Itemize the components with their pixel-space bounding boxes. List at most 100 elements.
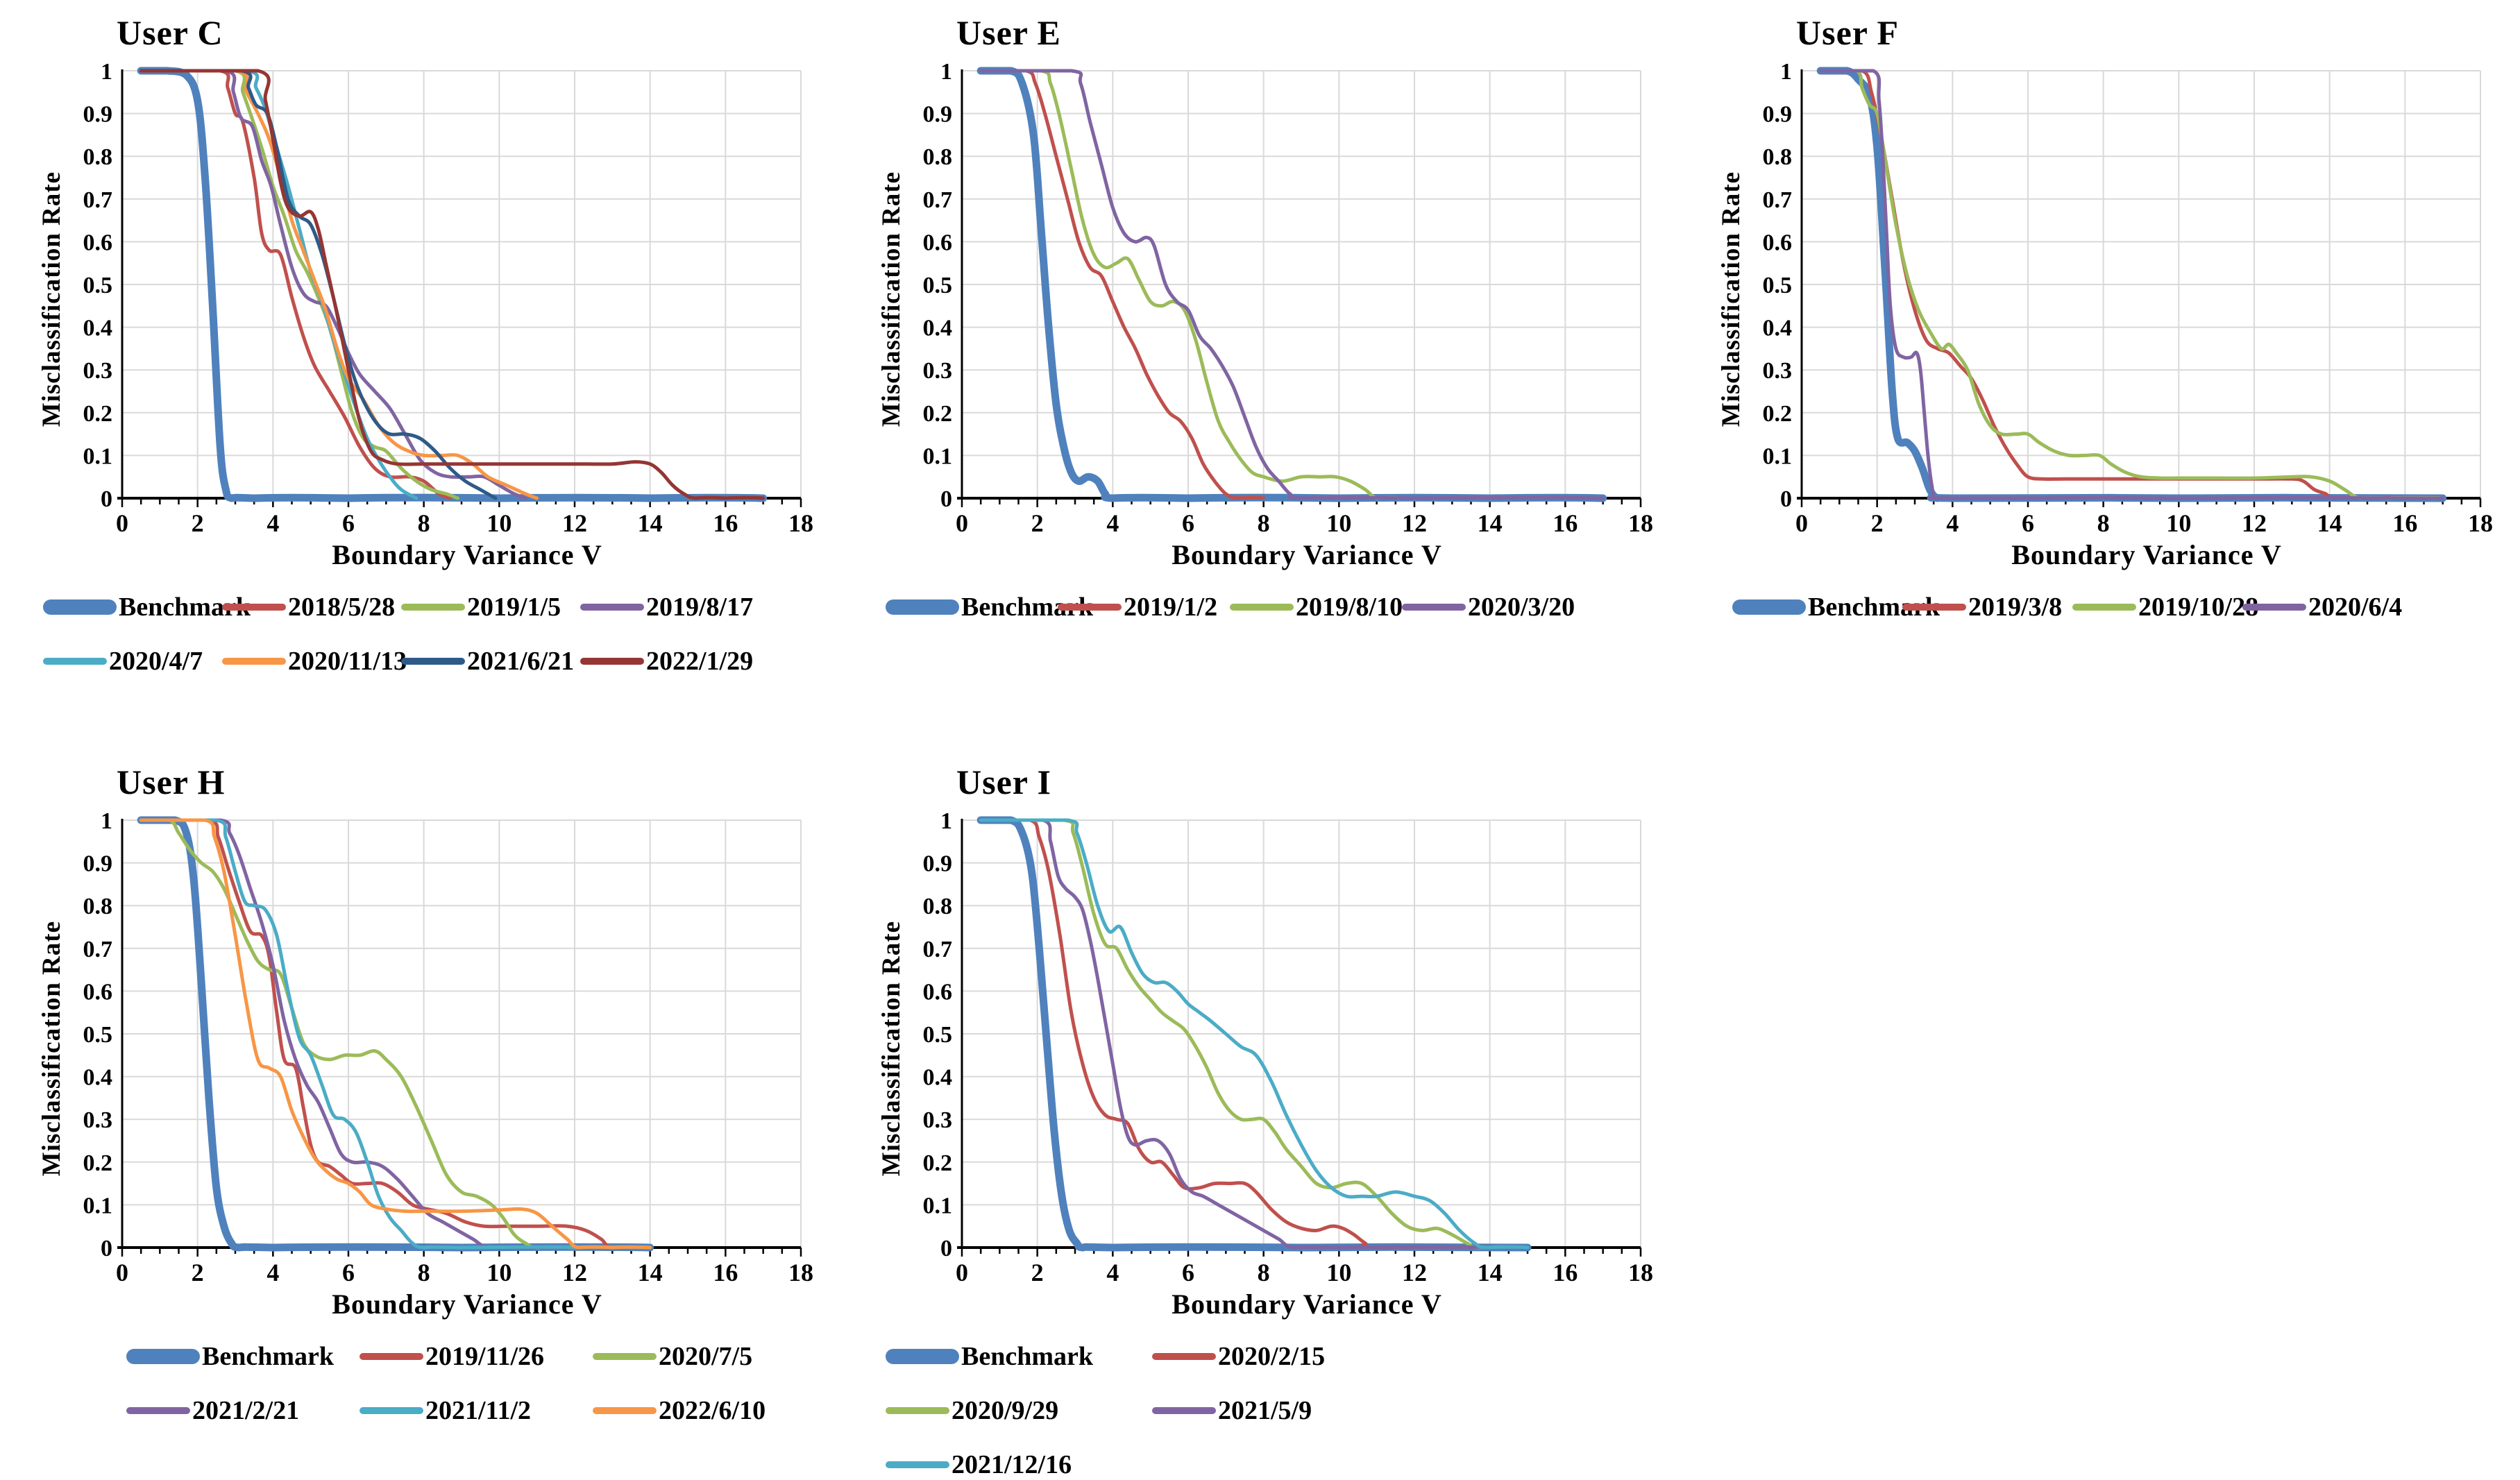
- tick-label: 6: [342, 509, 355, 537]
- legend-swatch-Benchmark: [1732, 599, 1806, 615]
- tick-label: 16: [713, 509, 738, 537]
- tick-label: 18: [788, 1259, 813, 1286]
- tick-label: 0.3: [923, 358, 953, 384]
- legend: Benchmark 2019/11/26 2020/7/5 2021/2/21 2021…: [35, 1341, 840, 1426]
- tick-label: 10: [487, 1259, 511, 1286]
- plot-row: Misclassification Rate 0 0.1 0.2 0.3 0.4 0.5 0…: [1714, 60, 2520, 538]
- tick-label: 12: [562, 1259, 587, 1286]
- x-axis-title: Boundary Variance V: [1172, 539, 1442, 570]
- legend-label: 2018/5/28: [288, 593, 396, 622]
- legend-item: 2019/1/5: [401, 592, 580, 622]
- series-line-2022/1/29: [139, 69, 766, 500]
- series-line-2020/6/4: [1818, 69, 2445, 500]
- legend-label: 2019/8/17: [646, 593, 754, 622]
- y-axis-title: Misclassification Rate: [877, 171, 906, 427]
- tick-label: 1: [1780, 60, 1792, 85]
- tick-label: 10: [1326, 509, 1351, 537]
- tick-label: 6: [2022, 509, 2034, 537]
- legend-label: 2022/6/10: [659, 1396, 766, 1425]
- tick-label: 0: [940, 486, 952, 512]
- legend-item: Benchmark: [1732, 592, 1940, 622]
- tick-label: 18: [1628, 1259, 1653, 1286]
- tick-label: 0.7: [83, 937, 113, 962]
- tick-label: 0.8: [83, 144, 113, 170]
- legend-label: 2021/12/16: [952, 1450, 1072, 1479]
- legend-item: 2022/6/10: [593, 1395, 826, 1426]
- legend-swatch-2019/8/17: [580, 604, 644, 611]
- plot-row: Misclassification Rate 0 0.1 0.2 0.3 0.4 0.5 0…: [35, 60, 840, 538]
- series-line-Benchmark: [137, 67, 768, 502]
- tick-label: 10: [1326, 1259, 1351, 1286]
- tick-label: 16: [1553, 509, 1578, 537]
- tick-label: 0.1: [83, 1193, 113, 1218]
- legend-item: 2020/11/13: [222, 646, 407, 677]
- legend-swatch-2020/4/7: [43, 658, 107, 665]
- tick-label: 8: [1258, 509, 1270, 537]
- tick-label: 0.3: [83, 1107, 113, 1133]
- legend: Benchmark 2019/3/8 2019/10/28 2020/6/4: [1714, 592, 2520, 622]
- legend-swatch-2018/5/28: [222, 604, 286, 611]
- legend: Benchmark 2019/1/2 2019/8/10 2020/3/20: [874, 592, 1680, 622]
- chart-user-f: User F Misclassification Rate 0 0.1 0.2 0.3…: [1680, 0, 2520, 749]
- tick-label: 4: [267, 509, 279, 537]
- legend-label: 2019/11/26: [425, 1342, 545, 1371]
- series-line-2019/8/10: [979, 69, 1401, 500]
- legend-swatch-2020/11/13: [222, 658, 286, 665]
- legend-label: 2020/2/15: [1218, 1342, 1326, 1371]
- legend-swatch-Benchmark: [126, 1349, 200, 1364]
- y-axis-title: Misclassification Rate: [37, 171, 66, 427]
- legend: Benchmark 2018/5/28 2019/1/5 2019/8/17 2020/…: [35, 592, 840, 677]
- tick-label: 0.3: [923, 1107, 953, 1133]
- tick-label: 0: [101, 1236, 112, 1261]
- legend-item: Benchmark: [43, 592, 251, 622]
- chart-title: User E: [956, 13, 1061, 52]
- plot-row: Misclassification Rate 0 0.1 0.2 0.3 0.4 0.5 0…: [874, 60, 1680, 538]
- chart-user-h: User H Misclassification Rate 0 0.1 0.2 0.3…: [0, 749, 840, 1425]
- tick-label: 14: [2317, 509, 2342, 537]
- legend-item: 2021/5/9: [1152, 1395, 1419, 1426]
- legend-swatch-Benchmark: [886, 1349, 959, 1364]
- tick-label: 6: [1182, 1259, 1194, 1286]
- legend-label: Benchmark: [961, 1342, 1093, 1371]
- x-axis-title: Boundary Variance V: [332, 1288, 602, 1320]
- tick-label: 0.5: [83, 273, 113, 298]
- legend-label: 2021/5/9: [1218, 1396, 1312, 1425]
- y-axis-title: Misclassification Rate: [37, 920, 66, 1177]
- tick-label: 0.1: [1763, 443, 1793, 469]
- tick-label: 12: [1402, 509, 1427, 537]
- legend: Benchmark 2020/2/15 2020/9/29 2021/5/9 2021/…: [874, 1341, 1680, 1480]
- tick-label: 8: [418, 509, 430, 537]
- chart-user-c: User C Misclassification Rate 0 0.1 0.2 0.3…: [0, 0, 840, 749]
- tick-label: 1: [940, 60, 952, 85]
- legend-item: Benchmark: [126, 1341, 360, 1372]
- tick-label: 0.2: [923, 1150, 953, 1176]
- tick-label: 0.9: [923, 851, 953, 877]
- tick-label: 0.4: [83, 1065, 113, 1091]
- legend-item: Benchmark: [886, 592, 1093, 622]
- chart-title: User F: [1796, 13, 1900, 52]
- legend-swatch-2019/1/5: [401, 604, 465, 611]
- tick-label: 0.1: [923, 1193, 953, 1218]
- tick-label: 14: [638, 509, 663, 537]
- series-line-2020/9/29: [979, 818, 1530, 1250]
- y-axis-title: Misclassification Rate: [1716, 171, 1745, 427]
- tick-label: 2: [1871, 509, 1884, 537]
- legend-swatch-Benchmark: [886, 599, 959, 615]
- y-axis-title: Misclassification Rate: [877, 920, 906, 1177]
- tick-label: 0: [116, 509, 128, 537]
- tick-label: 0: [101, 486, 112, 512]
- legend-swatch-2020/7/5: [593, 1353, 657, 1360]
- tick-label: 16: [2392, 509, 2417, 537]
- tick-label: 12: [1402, 1259, 1427, 1286]
- series-line-Benchmark: [976, 816, 1532, 1252]
- tick-label: 10: [2166, 509, 2191, 537]
- legend-item: 2019/11/26: [360, 1341, 593, 1372]
- tick-label: 8: [2097, 509, 2110, 537]
- legend-swatch-2019/8/10: [1230, 604, 1294, 611]
- tick-label: 0.6: [1763, 230, 1793, 255]
- tick-label: 0.4: [923, 316, 953, 341]
- legend-item: 2020/3/20: [1402, 592, 1575, 622]
- legend-label: 2021/2/21: [192, 1396, 300, 1425]
- tick-label: 0.7: [923, 187, 953, 213]
- series-line-2022/6/10: [139, 818, 652, 1250]
